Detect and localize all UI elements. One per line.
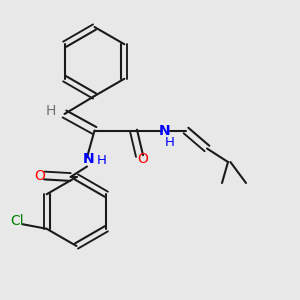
- Text: H: H: [46, 104, 56, 118]
- Text: N: N: [83, 152, 94, 166]
- Text: O: O: [137, 152, 148, 166]
- Text: H: H: [165, 136, 174, 149]
- Text: Cl: Cl: [10, 214, 23, 228]
- Text: O: O: [34, 169, 45, 182]
- Text: H: H: [97, 154, 106, 167]
- Text: N: N: [159, 124, 171, 137]
